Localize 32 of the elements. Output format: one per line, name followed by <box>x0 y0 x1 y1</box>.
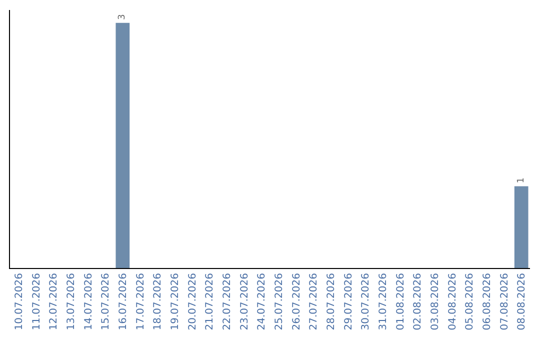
x-tick-label: 15.07.2026 <box>100 273 112 330</box>
x-tick-label: 19.07.2026 <box>170 273 181 330</box>
x-tick-label: 26.07.2026 <box>291 273 302 330</box>
x-tick-label: 27.07.2026 <box>308 273 320 330</box>
data-label: 1 <box>516 178 526 184</box>
x-tick-label: 31.07.2026 <box>378 273 389 330</box>
x-tick-label: 02.08.2026 <box>412 273 424 330</box>
data-label: 3 <box>118 14 128 20</box>
x-tick-label: 14.07.2026 <box>83 273 94 330</box>
x-tick-label: 04.08.2026 <box>447 273 458 330</box>
x-tick-label: 18.07.2026 <box>152 273 164 330</box>
x-tick-label: 25.07.2026 <box>274 273 285 330</box>
x-tick-label: 11.07.2026 <box>31 273 42 330</box>
x-tick-label: 24.07.2026 <box>256 273 268 330</box>
x-tick-label: 30.07.2026 <box>360 273 372 330</box>
x-tick-label: 17.07.2026 <box>135 273 146 330</box>
x-tick-label: 03.08.2026 <box>430 273 441 330</box>
x-tick-label: 01.08.2026 <box>395 273 406 330</box>
x-tick-label: 13.07.2026 <box>66 273 77 330</box>
x-tick-label: 06.08.2026 <box>482 273 493 330</box>
x-tick-label: 20.07.2026 <box>187 273 198 330</box>
x-tick-label: 21.07.2026 <box>204 273 216 330</box>
x-tick-label: 08.08.2026 <box>516 273 528 330</box>
x-tick-label: 05.08.2026 <box>464 273 476 330</box>
x-tick-label: 07.08.2026 <box>499 273 510 330</box>
x-tick-label: 10.07.2026 <box>14 273 25 330</box>
x-tick-label: 16.07.2026 <box>118 273 129 330</box>
x-tick-label: 22.07.2026 <box>222 273 233 330</box>
x-tick-label: 29.07.2026 <box>343 273 354 330</box>
x-tick-label: 23.07.2026 <box>239 273 250 330</box>
x-tick-label: 12.07.2026 <box>48 273 60 330</box>
x-tick-label: 28.07.2026 <box>326 273 337 330</box>
